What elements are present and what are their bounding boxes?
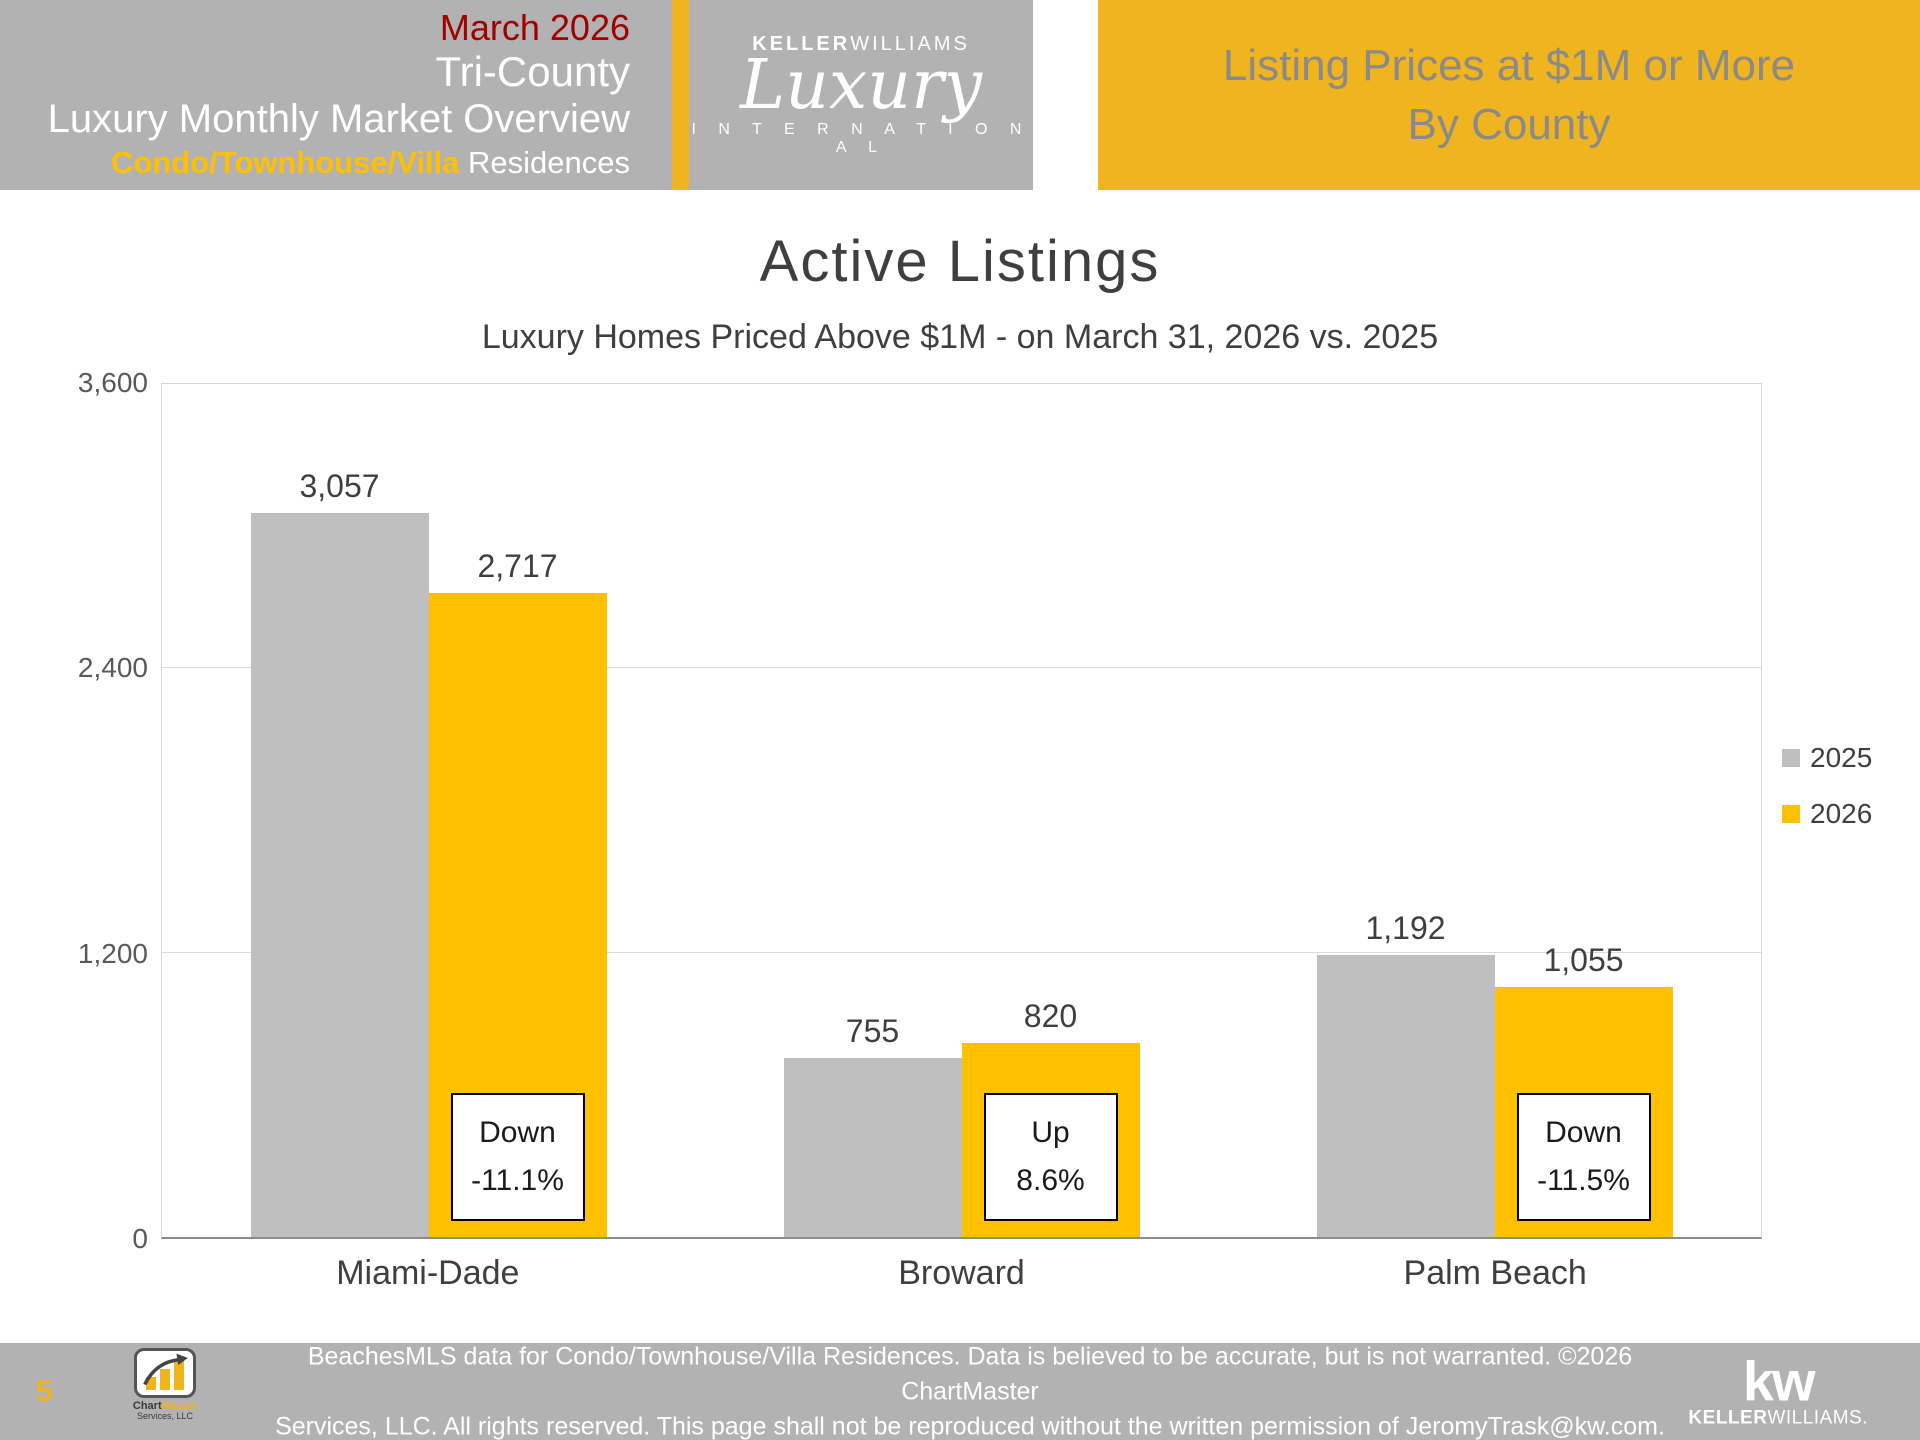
- y-axis-ticks: 0 1,200 2,400 3,600: [0, 367, 148, 1254]
- y-tick-label: 1,200: [77, 937, 148, 969]
- x-axis-labels: Miami-Dade Broward Palm Beach: [161, 1254, 1762, 1293]
- chartmaster-bar-icon: [146, 1377, 156, 1390]
- chartmaster-arrow-icon: [143, 1353, 188, 1386]
- change-annotation: Down -11.5%: [1516, 1093, 1651, 1221]
- kw-luxury-logo: KELLERWILLIAMS Luxury I N T E R N A T I …: [689, 33, 1033, 157]
- x-axis-label: Palm Beach: [1403, 1254, 1587, 1292]
- bar-2025: [1316, 954, 1495, 1237]
- legend-swatch: [1782, 805, 1800, 823]
- chartmaster-logo: ChartMaster Services, LLC: [110, 1348, 220, 1422]
- bar-wrap: 1,055 Down -11.5%: [1494, 384, 1673, 1237]
- change-direction: Down: [1545, 1116, 1622, 1149]
- kw-logo-mark: kw: [1742, 1348, 1816, 1412]
- legend-label: 2026: [1810, 798, 1873, 829]
- page-number: 5: [36, 1374, 53, 1408]
- x-axis-label: Broward: [898, 1254, 1025, 1292]
- legend: 2025 2026: [1782, 742, 1872, 830]
- chartmaster-logo-icon: [134, 1348, 196, 1398]
- chartmaster-caption-part2: Master: [161, 1400, 198, 1412]
- header-right-title-line2: By County: [1407, 100, 1611, 149]
- bar-2025: [250, 512, 429, 1237]
- bar-2025: [783, 1058, 962, 1237]
- legend-swatch: [1782, 749, 1800, 767]
- bar-value-label: 820: [1023, 997, 1078, 1034]
- y-tick-label: 3,600: [77, 367, 148, 398]
- kw-luxury-logo-keller: KELLER: [752, 32, 851, 55]
- chartmaster-caption: ChartMaster: [110, 1400, 220, 1412]
- header-property-type-highlight: Condo/Townhouse/Villa: [110, 145, 460, 181]
- y-tick-label: 0: [132, 1223, 148, 1254]
- header-property-type: Condo/Townhouse/Villa Residences: [111, 144, 630, 183]
- change-percent: -11.1%: [471, 1164, 564, 1197]
- footer: 5 ChartMaster Services, LLC BeachesMLS d…: [0, 1342, 1920, 1440]
- chartmaster-caption-part1: Chart: [132, 1400, 162, 1412]
- bar-wrap: 1,192: [1316, 384, 1495, 1237]
- bar-wrap: 3,057: [250, 384, 429, 1237]
- header-date: March 2026: [439, 6, 630, 48]
- header-divider-stripe: [672, 0, 689, 190]
- change-direction: Up: [1031, 1116, 1070, 1149]
- bar-group-palm-beach: 1,192 1,055 Down -11.5%: [1228, 384, 1761, 1237]
- bar-wrap: 2,717 Down -11.1%: [428, 384, 607, 1237]
- disclaimer: BeachesMLS data for Condo/Townhouse/Vill…: [250, 1339, 1690, 1440]
- kw-luxury-logo-wordmark: KELLERWILLIAMS: [689, 33, 1033, 56]
- bar-value-label: 2,717: [477, 548, 558, 585]
- header-logo-panel: KELLERWILLIAMS Luxury I N T E R N A T I …: [689, 0, 1033, 190]
- kw-logo-keller: KELLER: [1688, 1407, 1768, 1429]
- kw-logo-williams: WILLIAMS.: [1767, 1407, 1868, 1429]
- bar-value-label: 3,057: [299, 467, 380, 504]
- chart-subtitle: Luxury Homes Priced Above $1M - on March…: [481, 318, 1439, 356]
- bar-group-broward: 755 820 Up 8.6%: [695, 384, 1228, 1237]
- header-region: Tri-County: [435, 48, 630, 96]
- gridline: [162, 951, 1761, 953]
- header-left-panel: March 2026 Tri-County Luxury Monthly Mar…: [0, 0, 672, 190]
- kw-logo: kw KELLERWILLIAMS.: [1688, 1348, 1868, 1429]
- chartmaster-caption-line2: Services, LLC: [136, 1411, 194, 1422]
- bar-wrap: 820 Up 8.6%: [961, 384, 1140, 1237]
- header-right-title-line1: Listing Prices at $1M or More: [1222, 40, 1796, 90]
- y-tick-label: 2,400: [77, 652, 148, 684]
- bar-value-label: 755: [845, 1013, 900, 1050]
- change-annotation: Up 8.6%: [983, 1093, 1118, 1221]
- kw-luxury-logo-williams: WILLIAMS: [850, 32, 970, 55]
- kw-luxury-logo-script: Luxury: [739, 45, 983, 125]
- bar-group-miami-dade: 3,057 2,717 Down -11.1%: [162, 384, 695, 1237]
- change-percent: 8.6%: [1016, 1164, 1085, 1197]
- change-percent: -11.5%: [1537, 1164, 1630, 1197]
- kw-logo-name: KELLERWILLIAMS.: [1688, 1407, 1868, 1429]
- chartmaster-bar-icon: [174, 1361, 184, 1390]
- legend-item-2025: 2025: [1782, 742, 1872, 774]
- x-axis-label: Miami-Dade: [336, 1254, 520, 1292]
- disclaimer-line1: BeachesMLS data for Condo/Townhouse/Vill…: [307, 1342, 1633, 1405]
- chart-title: Active Listings: [759, 229, 1161, 294]
- header-right-panel: Listing Prices at $1M or More By County: [1098, 0, 1920, 190]
- plot-area: 3,057 2,717 Down -11.1% 755 820 Up 8.6% 1,192 1,0…: [161, 383, 1762, 1239]
- change-annotation: Down -11.1%: [450, 1093, 585, 1221]
- bar-wrap: 755: [783, 384, 962, 1237]
- bar-value-label: 1,055: [1543, 942, 1624, 979]
- disclaimer-line2: Services, LLC. All rights reserved. This…: [275, 1412, 1665, 1440]
- gridline: [162, 667, 1761, 669]
- legend-label: 2025: [1810, 742, 1873, 773]
- change-direction: Down: [479, 1116, 556, 1149]
- header-report-title: Luxury Monthly Market Overview: [47, 97, 630, 142]
- bar-value-label: 1,192: [1365, 909, 1446, 946]
- chartmaster-bar-icon: [160, 1369, 170, 1390]
- header-property-type-rest: Residences: [459, 145, 630, 181]
- legend-item-2026: 2026: [1782, 798, 1872, 830]
- kw-luxury-logo-international: I N T E R N A T I O N A L: [691, 121, 1031, 157]
